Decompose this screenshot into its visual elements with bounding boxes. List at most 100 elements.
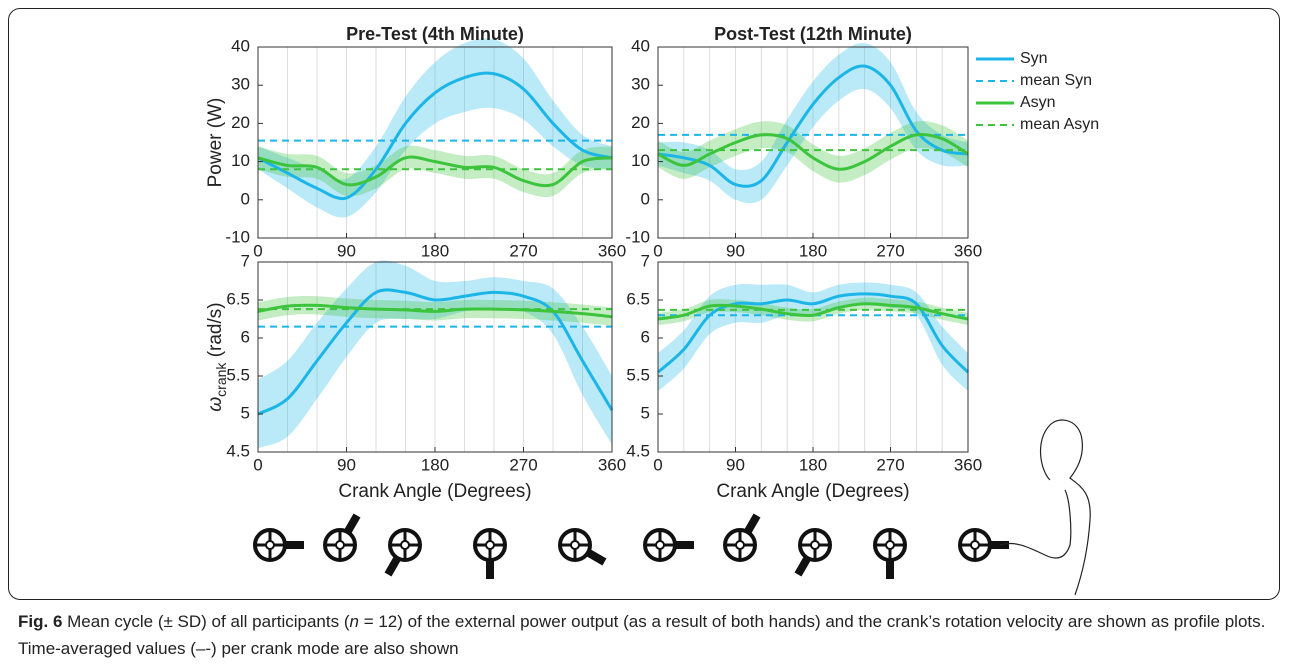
mean-curve xyxy=(257,155,613,188)
y-tick-label: 5.5 xyxy=(626,365,650,384)
x-tick-label: 180 xyxy=(799,241,827,260)
figure-frame xyxy=(8,8,1280,600)
mean-curve xyxy=(257,71,613,201)
legend-label: Syn xyxy=(1020,50,1048,67)
crank-handle xyxy=(674,541,694,549)
y-tick-label: 20 xyxy=(631,113,650,132)
crank-handle xyxy=(743,513,761,535)
mean-curve xyxy=(657,132,969,171)
x-tick-label: 360 xyxy=(954,455,982,474)
x-tick-label: 180 xyxy=(421,241,449,260)
legend-label: mean Asyn xyxy=(1020,116,1099,133)
crank-hub xyxy=(485,540,495,550)
crank-hub xyxy=(970,540,980,550)
crank-handle xyxy=(585,548,607,566)
y-tick-label: 40 xyxy=(631,36,650,55)
mean-curve xyxy=(657,302,969,321)
y-tick-label: 6.5 xyxy=(626,289,650,308)
caption-n: n xyxy=(349,612,359,631)
y-tick-label: 4.5 xyxy=(226,441,250,460)
x-tick-label: 0 xyxy=(653,241,662,260)
crank-handle xyxy=(384,555,402,577)
crank-icon xyxy=(558,528,607,566)
y-tick-label: 7 xyxy=(241,251,250,270)
caption-text: = 12) of the external power output (as a… xyxy=(18,612,1266,658)
crank-icon xyxy=(643,528,694,562)
x-tick-label: 180 xyxy=(421,455,449,474)
crank-handle xyxy=(284,541,304,549)
y-tick-label: 5.5 xyxy=(226,365,250,384)
person-outline xyxy=(999,419,1091,596)
x-tick-label: 0 xyxy=(653,455,662,474)
crank-icon xyxy=(723,513,761,562)
y-label-unit: (rad/s) xyxy=(205,302,226,357)
mean-curve xyxy=(657,64,969,188)
y-tick-label: 6 xyxy=(241,327,250,346)
legend-label: Asyn xyxy=(1020,94,1056,111)
crank-handle xyxy=(343,513,361,535)
y-tick-label: 10 xyxy=(631,151,650,170)
x-tick-label: 0 xyxy=(253,241,262,260)
crank-icon xyxy=(323,513,361,562)
sd-band xyxy=(258,38,612,218)
y-tick-label: 5 xyxy=(641,403,650,422)
y-tick-label: 0 xyxy=(241,189,250,208)
crank-icon xyxy=(473,528,507,579)
y-tick-label: 20 xyxy=(231,113,250,132)
crank-hub xyxy=(570,540,580,550)
y-tick-label: -10 xyxy=(625,227,650,246)
y-axis-label: Power (W) xyxy=(205,98,226,188)
y-label-main: Power (W) xyxy=(205,98,226,188)
caption: Fig. 6 Mean cycle (± SD) of all particip… xyxy=(18,608,1268,662)
caption-label: Fig. 6 xyxy=(18,612,63,631)
x-tick-label: 180 xyxy=(799,455,827,474)
y-tick-label: 5 xyxy=(241,403,250,422)
y-tick-label: 6.5 xyxy=(226,289,250,308)
y-tick-label: 30 xyxy=(231,75,250,94)
mean-curve xyxy=(257,303,613,319)
crank-hub xyxy=(735,540,745,550)
sd-band xyxy=(658,121,968,183)
caption-text: Mean cycle (± SD) of all participants ( xyxy=(62,612,350,631)
crank-icon xyxy=(384,528,422,577)
x-tick-label: 90 xyxy=(337,241,356,260)
y-tick-label: 6 xyxy=(641,327,650,346)
crank-handle xyxy=(886,559,894,579)
crank-handle xyxy=(794,555,812,577)
x-tick-label: 90 xyxy=(337,455,356,474)
crank-hub xyxy=(335,540,345,550)
crank-hub xyxy=(655,540,665,550)
x-tick-label: 0 xyxy=(253,455,262,474)
y-tick-label: -10 xyxy=(225,227,250,246)
x-tick-label: 270 xyxy=(876,241,904,260)
y-tick-label: 10 xyxy=(231,151,250,170)
crank-hub xyxy=(265,540,275,550)
y-tick-label: 4.5 xyxy=(626,441,650,460)
crank-icon xyxy=(958,528,1009,562)
legend-label: mean Syn xyxy=(1020,72,1092,89)
crank-handle xyxy=(989,541,1009,549)
y-axis-label: ωcrank (rad/s) xyxy=(205,302,229,411)
x-tick-label: 90 xyxy=(726,455,745,474)
x-tick-label: 270 xyxy=(509,241,537,260)
x-tick-label: 360 xyxy=(954,241,982,260)
crank-icon xyxy=(253,528,304,562)
x-tick-label: 270 xyxy=(876,455,904,474)
crank-hub xyxy=(885,540,895,550)
x-tick-label: 90 xyxy=(726,241,745,260)
y-tick-label: 30 xyxy=(631,75,650,94)
chart-title: Post-Test (12th Minute) xyxy=(714,24,912,44)
crank-hub xyxy=(400,540,410,550)
y-tick-label: 40 xyxy=(231,36,250,55)
crank-hub xyxy=(810,540,820,550)
x-tick-label: 360 xyxy=(598,455,626,474)
x-tick-label: 270 xyxy=(509,455,537,474)
y-label-sub: crank xyxy=(213,362,229,397)
x-axis-label: Crank Angle (Degrees) xyxy=(338,481,531,502)
crank-icon xyxy=(873,528,907,579)
x-axis-label: Crank Angle (Degrees) xyxy=(716,481,909,502)
crank-icon xyxy=(794,528,832,577)
crank-handle xyxy=(486,559,494,579)
